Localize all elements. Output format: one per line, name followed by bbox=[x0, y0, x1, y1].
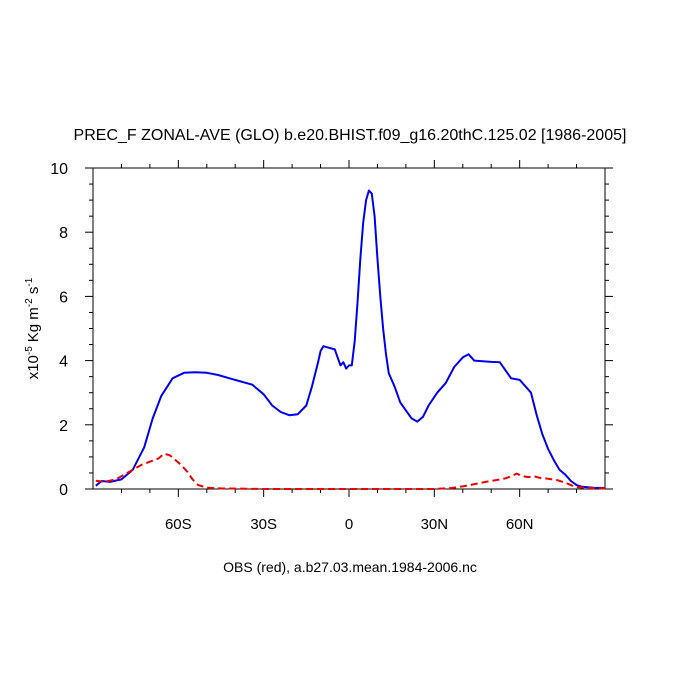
x-tick-label: 60S bbox=[165, 516, 192, 533]
series-layer bbox=[95, 189, 606, 490]
y-label-prefix: x10 bbox=[25, 355, 42, 379]
y-tick-label: 8 bbox=[59, 225, 68, 242]
y-label-units-exp: -2 bbox=[24, 298, 35, 307]
chart-title: PREC_F ZONAL-AVE (GLO) b.e20.BHIST.f09_g… bbox=[74, 127, 627, 144]
x-tick-label: 30N bbox=[421, 516, 449, 533]
y-label-units-tail-exp: -1 bbox=[24, 277, 35, 286]
x-tick-label: 0 bbox=[345, 516, 353, 533]
y-label-exp: -5 bbox=[24, 346, 35, 355]
y-tick-label: 0 bbox=[59, 482, 68, 499]
x-tick-label: 60N bbox=[506, 516, 534, 533]
series-line-0 bbox=[95, 189, 606, 489]
y-label-units-tail: s bbox=[25, 287, 42, 299]
y-label-units: Kg m bbox=[25, 307, 42, 342]
x-tick-label: 30S bbox=[250, 516, 277, 533]
plot-area bbox=[92, 167, 606, 490]
chart-footer: OBS (red), a.b27.03.mean.1984-2006.nc bbox=[223, 559, 477, 575]
y-tick-label: 6 bbox=[59, 289, 68, 306]
plot-frame bbox=[92, 167, 606, 490]
y-axis-label: x10-5 Kg m-2 s-1 bbox=[24, 277, 42, 379]
y-tick-label: 10 bbox=[50, 161, 68, 178]
y-tick-label: 4 bbox=[59, 354, 68, 371]
series-line-1 bbox=[95, 452, 606, 490]
axis-ticks: 60S 30S 0 30N 60N 0 2 4 6 8 10 bbox=[50, 160, 613, 533]
y-tick-label: 2 bbox=[59, 418, 68, 435]
